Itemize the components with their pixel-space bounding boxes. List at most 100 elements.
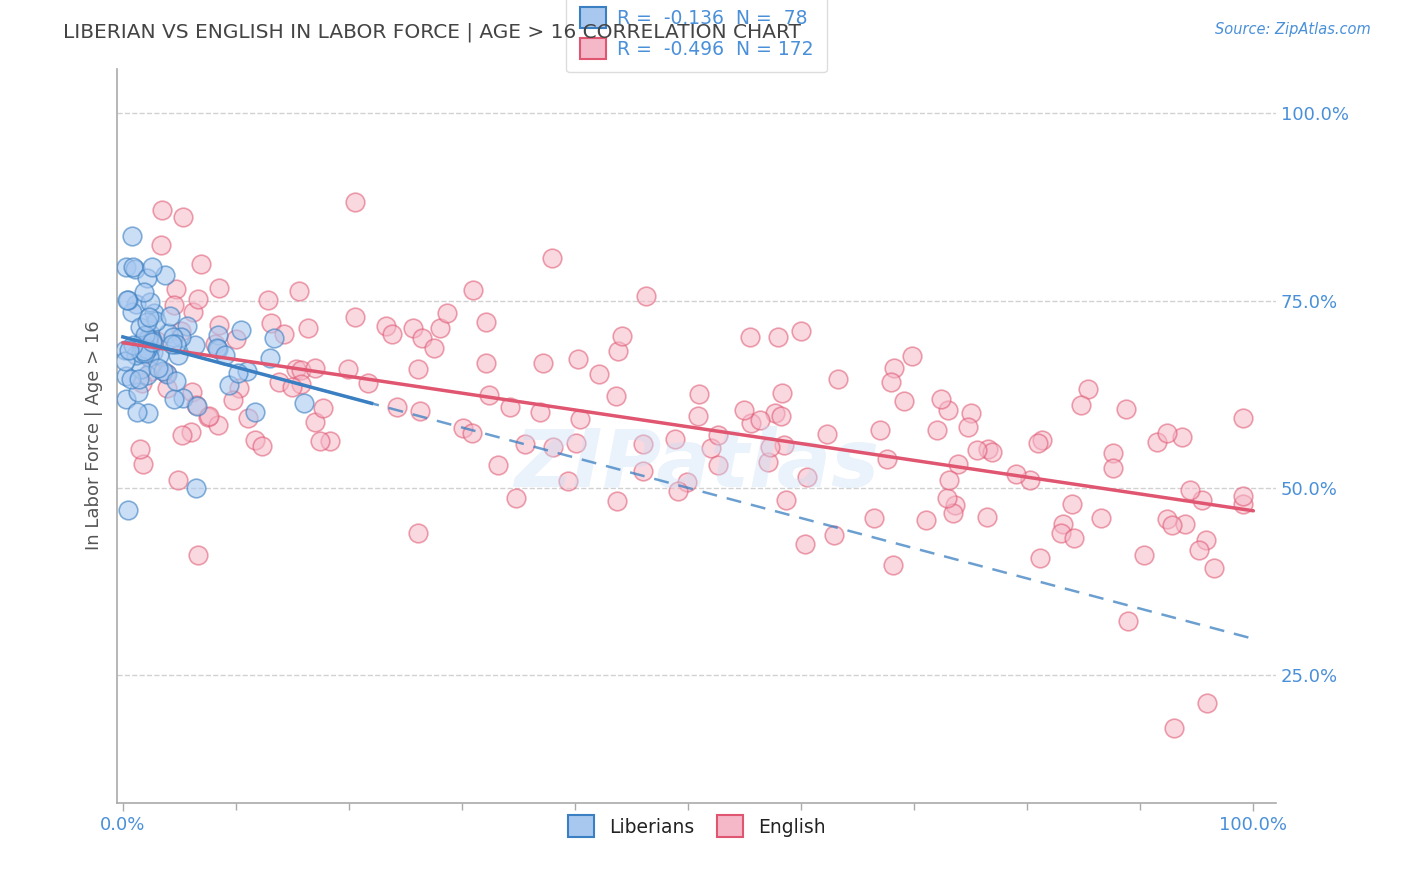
Point (148, 360, 170, 375)
Point (132, 344, 155, 359)
Point (304, 361, 326, 376)
Point (605, 388, 627, 402)
Point (557, 474, 579, 488)
Point (869, 423, 891, 437)
Point (152, 202, 174, 217)
Point (815, 427, 838, 442)
Point (1116, 614, 1139, 628)
Point (1026, 435, 1049, 450)
Point (231, 323, 253, 337)
Point (893, 393, 915, 408)
Point (152, 364, 174, 378)
Point (208, 280, 231, 294)
Point (707, 458, 730, 472)
Point (155, 366, 177, 380)
Point (156, 326, 179, 341)
Point (343, 195, 366, 210)
Point (1052, 516, 1074, 531)
Point (120, 372, 142, 386)
Point (766, 330, 789, 344)
Point (966, 442, 988, 457)
Point (138, 310, 160, 325)
Point (309, 434, 332, 449)
Point (401, 321, 423, 335)
Point (208, 318, 231, 332)
Point (607, 343, 630, 358)
Point (749, 413, 772, 427)
Point (114, 353, 136, 368)
Point (336, 361, 359, 376)
Point (1202, 561, 1225, 575)
Point (1163, 721, 1185, 735)
Point (136, 315, 159, 329)
Point (959, 406, 981, 420)
Point (763, 406, 786, 420)
Point (664, 432, 686, 446)
Point (114, 392, 136, 407)
Point (166, 348, 188, 362)
Point (184, 481, 207, 495)
Point (883, 360, 905, 375)
Point (162, 330, 184, 344)
Point (429, 321, 451, 335)
Point (1195, 533, 1218, 548)
Point (129, 362, 152, 376)
Point (1050, 526, 1073, 541)
Legend: Liberians, English: Liberians, English (560, 808, 832, 845)
Point (129, 319, 152, 334)
Point (740, 416, 762, 430)
Point (1090, 511, 1112, 525)
Text: ZIPatlas: ZIPatlas (515, 426, 879, 504)
Point (1232, 489, 1254, 503)
Point (172, 391, 194, 405)
Point (738, 330, 761, 344)
Point (149, 238, 172, 252)
Point (1077, 382, 1099, 396)
Point (588, 368, 610, 382)
Point (770, 409, 793, 423)
Point (1133, 548, 1156, 562)
Point (564, 436, 586, 450)
Point (1178, 483, 1201, 498)
Point (141, 333, 163, 347)
Point (976, 509, 998, 524)
Point (945, 498, 967, 512)
Point (1156, 512, 1178, 526)
Point (114, 343, 136, 358)
Point (827, 372, 849, 386)
Point (176, 319, 198, 334)
Point (794, 537, 817, 551)
Point (131, 376, 153, 391)
Point (184, 338, 207, 352)
Point (139, 340, 162, 354)
Point (288, 284, 311, 298)
Point (148, 348, 170, 362)
Point (135, 368, 157, 382)
Point (461, 425, 484, 440)
Point (1062, 497, 1084, 511)
Point (197, 410, 219, 425)
Point (775, 493, 797, 508)
Point (115, 293, 138, 308)
Point (139, 326, 162, 341)
Point (138, 295, 160, 310)
Point (319, 434, 342, 448)
Point (977, 442, 1000, 456)
Point (156, 381, 179, 395)
Point (190, 257, 212, 271)
Point (946, 457, 969, 471)
Point (115, 368, 138, 383)
Point (117, 503, 139, 517)
Point (226, 366, 249, 380)
Point (567, 352, 589, 367)
Point (165, 282, 187, 296)
Point (1115, 402, 1137, 417)
Point (134, 327, 156, 342)
Text: LIBERIAN VS ENGLISH IN LABOR FORCE | AGE > 16 CORRELATION CHART: LIBERIAN VS ENGLISH IN LABOR FORCE | AGE… (63, 22, 801, 42)
Point (135, 342, 157, 356)
Point (980, 445, 1002, 459)
Point (273, 327, 295, 342)
Point (257, 293, 280, 307)
Point (531, 356, 554, 370)
Point (882, 558, 904, 572)
